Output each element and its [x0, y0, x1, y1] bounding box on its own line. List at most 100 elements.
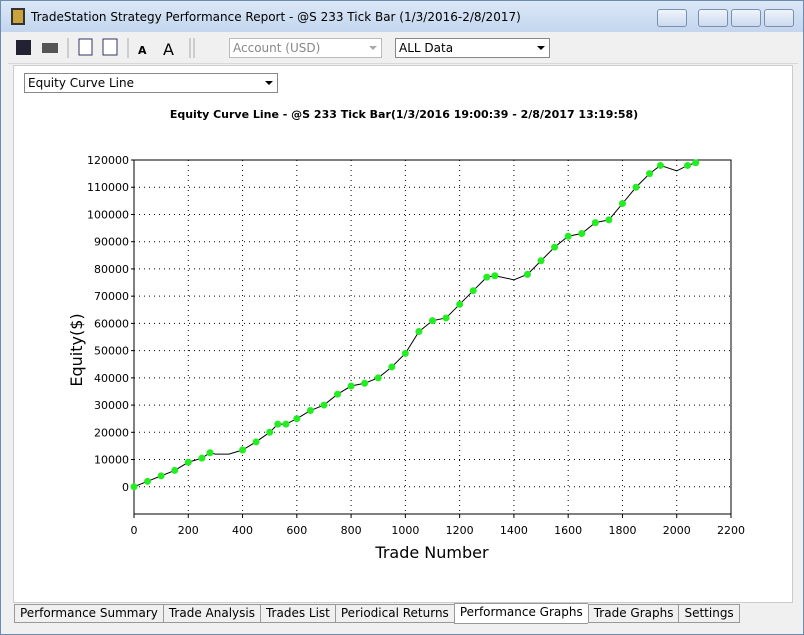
- new-high-marker: [523, 270, 531, 278]
- y-tick-label: 100000: [87, 208, 129, 221]
- x-tick-label: 1200: [446, 524, 474, 537]
- tab[interactable]: Performance Graphs: [453, 603, 588, 624]
- new-high-marker: [274, 420, 282, 428]
- new-high-marker: [306, 407, 314, 415]
- new-high-marker: [206, 449, 214, 457]
- x-tick-label: 1400: [500, 524, 528, 537]
- tab[interactable]: Settings: [678, 604, 740, 623]
- account-text: Account (USD): [233, 41, 321, 55]
- x-tick-label: 400: [232, 524, 253, 537]
- tab[interactable]: Trade Analysis: [162, 604, 260, 623]
- x-tick-label: 0: [131, 524, 138, 537]
- new-high-marker: [692, 159, 700, 167]
- save-icon[interactable]: [16, 40, 31, 55]
- new-high-marker: [334, 390, 342, 398]
- y-tick-label: 80000: [94, 263, 129, 276]
- y-tick-label: 110000: [87, 181, 129, 194]
- toolbar: A A Account (USD) ALL Data: [8, 34, 798, 64]
- font-larger[interactable]: A: [163, 40, 174, 59]
- print-icon[interactable]: [42, 43, 58, 53]
- new-high-marker: [347, 382, 355, 390]
- refresh-icon[interactable]: [78, 38, 93, 56]
- tab-bar: Performance Summary Trade Analysis Trades …: [14, 603, 740, 624]
- new-high-marker: [293, 415, 301, 423]
- window-title: TradeStation Strategy Performance Report…: [31, 10, 521, 24]
- x-tick-label: 800: [341, 524, 362, 537]
- restore-button[interactable]: [657, 9, 687, 27]
- new-high-marker: [456, 300, 464, 308]
- new-high-marker: [266, 428, 274, 436]
- new-high-marker: [415, 328, 423, 336]
- x-tick-label: 600: [286, 524, 307, 537]
- new-high-marker: [483, 273, 491, 281]
- x-tick-label: 1000: [391, 524, 419, 537]
- new-high-marker: [157, 472, 165, 480]
- view-select[interactable]: Equity Curve Line: [24, 73, 278, 93]
- y-tick-label: 10000: [94, 454, 129, 467]
- new-high-marker: [374, 374, 382, 382]
- close-button[interactable]: [764, 9, 794, 27]
- new-high-marker: [171, 466, 179, 474]
- range-text: ALL Data: [399, 41, 454, 55]
- new-high-marker: [401, 349, 409, 357]
- tab[interactable]: Periodical Returns: [334, 604, 454, 623]
- new-high-marker: [632, 183, 640, 191]
- tab[interactable]: Trade Graphs: [587, 604, 679, 623]
- account-select[interactable]: Account (USD): [229, 38, 382, 58]
- maximize-button[interactable]: [731, 9, 761, 27]
- chart: Equity Curve Line - @S 233 Tick Bar(1/3/…: [67, 108, 745, 562]
- new-high-marker: [551, 243, 559, 251]
- x-tick-label: 2200: [717, 524, 745, 537]
- y-tick-label: 60000: [94, 317, 129, 330]
- x-tick-label: 1600: [554, 524, 582, 537]
- y-tick-label: 20000: [94, 426, 129, 439]
- x-tick-label: 2000: [663, 524, 691, 537]
- title-bar: TradeStation Strategy Performance Report…: [1, 1, 803, 32]
- x-tick-label: 1800: [608, 524, 636, 537]
- new-high-marker: [605, 216, 613, 224]
- font-smaller[interactable]: A: [138, 44, 147, 57]
- new-high-marker: [591, 219, 599, 227]
- y-tick-label: 30000: [94, 399, 129, 412]
- new-high-marker: [646, 170, 654, 178]
- x-axis-label: Trade Number: [374, 543, 489, 562]
- y-tick-label: 120000: [87, 154, 129, 167]
- new-high-marker: [578, 230, 586, 238]
- new-high-marker: [239, 446, 247, 454]
- new-high-marker: [320, 401, 328, 409]
- new-high-marker: [618, 200, 626, 208]
- new-high-marker: [130, 483, 138, 491]
- tab[interactable]: Performance Summary: [14, 604, 163, 623]
- new-high-marker: [388, 363, 396, 371]
- new-high-marker: [656, 161, 664, 169]
- range-select[interactable]: ALL Data: [395, 38, 550, 58]
- tab[interactable]: Trades List: [259, 604, 335, 623]
- new-high-marker: [429, 317, 436, 325]
- new-high-marker: [442, 314, 450, 322]
- y-tick-label: 40000: [94, 372, 129, 385]
- y-tick-label: 90000: [94, 236, 129, 249]
- new-high-marker: [537, 257, 545, 265]
- content-area: Equity Curve Line Equity Curve Line - @S…: [13, 65, 793, 603]
- toolbar-icons: A A: [16, 38, 195, 59]
- y-tick-label: 0: [122, 481, 129, 494]
- y-axis-label: Equity($): [67, 313, 86, 386]
- new-high-marker: [469, 287, 477, 295]
- plot-area: [133, 159, 732, 515]
- new-high-marker: [282, 420, 290, 428]
- new-high-marker: [184, 458, 192, 466]
- minimize-button[interactable]: [698, 9, 728, 27]
- new-high-marker: [491, 272, 499, 280]
- new-high-marker: [144, 477, 152, 485]
- x-tick-label: 200: [178, 524, 199, 537]
- y-tick-label: 70000: [94, 290, 129, 303]
- properties-icon[interactable]: [102, 38, 118, 56]
- new-high-marker: [361, 379, 369, 387]
- new-high-marker: [198, 454, 206, 462]
- view-text: Equity Curve Line: [28, 76, 134, 90]
- chart-title: Equity Curve Line - @S 233 Tick Bar(1/3/…: [170, 108, 638, 121]
- new-high-marker: [252, 438, 260, 446]
- app-icon: [11, 8, 25, 25]
- new-high-marker: [684, 161, 692, 169]
